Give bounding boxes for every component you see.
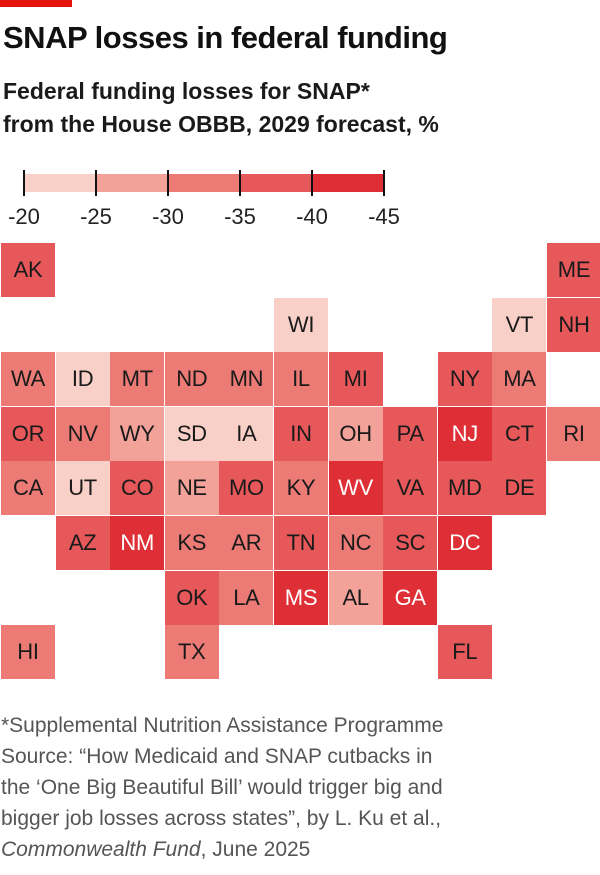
legend-swatch-2	[169, 174, 239, 192]
state-tile-il: IL	[274, 352, 328, 407]
source-line-4: Commonwealth Fund, June 2025	[1, 834, 443, 865]
state-tile-wv: WV	[328, 461, 383, 516]
state-tile-la: LA	[219, 570, 274, 625]
state-tile-ga: GA	[383, 570, 438, 625]
footer-notes: *Supplemental Nutrition Assistance Progr…	[1, 710, 443, 865]
subtitle-line-1: Federal funding losses for SNAP*	[3, 78, 370, 104]
state-tile-nc: NC	[328, 516, 383, 570]
state-tile-me: ME	[547, 243, 600, 297]
state-tile-oh: OH	[328, 406, 383, 461]
state-tile-in: IN	[274, 406, 328, 461]
state-tile-ms: MS	[274, 570, 328, 625]
state-tile-al: AL	[328, 570, 383, 625]
state-tile-ok: OK	[164, 570, 219, 625]
state-tile-sd: SD	[164, 406, 219, 461]
state-tile-wi: WI	[274, 297, 328, 352]
state-tile-ct: CT	[492, 406, 547, 461]
source-line-3: bigger job losses across states”, by L. …	[1, 807, 442, 830]
source-line-2: the ‘One Big Beautiful Bill’ would trigg…	[1, 776, 443, 799]
state-tile-ny: NY	[437, 352, 492, 407]
state-tile-tn: TN	[274, 516, 328, 570]
legend-tick-label: -45	[368, 204, 400, 229]
legend-tick-mark	[311, 170, 313, 196]
source-publication: Commonwealth Fund	[1, 838, 201, 861]
legend-swatch-1	[97, 174, 167, 192]
state-tile-nm: NM	[110, 516, 165, 570]
state-tile-ky: KY	[274, 461, 328, 516]
state-tile-wa: WA	[1, 352, 55, 407]
state-tile-mt: MT	[110, 352, 165, 407]
legend-tick-mark	[239, 170, 241, 196]
state-tile-az: AZ	[55, 516, 110, 570]
state-tile-tx: TX	[164, 625, 219, 680]
state-tile-mo: MO	[219, 461, 274, 516]
state-tile-fl: FL	[437, 625, 492, 680]
state-tile-hi: HI	[1, 625, 55, 680]
subtitle-line-2: from the House OBBB, 2029 forecast, %	[3, 111, 439, 137]
state-tile-nj: NJ	[437, 406, 492, 461]
legend-swatch-4	[313, 174, 383, 192]
state-tile-co: CO	[110, 461, 165, 516]
state-tile-mi: MI	[328, 352, 383, 407]
state-tile-ut: UT	[55, 461, 110, 516]
legend-tick-label: -35	[224, 204, 256, 229]
legend-tick-label: -25	[80, 204, 112, 229]
chart-subtitle: Federal funding losses for SNAP* from th…	[3, 75, 439, 141]
brand-accent-bar	[0, 0, 72, 7]
legend-tick-mark	[95, 170, 97, 196]
state-tile-ne: NE	[164, 461, 219, 516]
legend-tick-label: -40	[296, 204, 328, 229]
state-tile-id: ID	[55, 352, 110, 407]
state-tile-va: VA	[383, 461, 438, 516]
legend-tick-label: -30	[152, 204, 184, 229]
state-tile-mn: MN	[219, 352, 274, 407]
state-tile-ar: AR	[219, 516, 274, 570]
state-tile-ks: KS	[164, 516, 219, 570]
state-tile-nd: ND	[164, 352, 219, 407]
legend-tick-mark	[167, 170, 169, 196]
state-tile-vt: VT	[492, 297, 547, 352]
chart-title: SNAP losses in federal funding	[3, 20, 448, 55]
state-tile-nh: NH	[547, 297, 600, 352]
state-tile-ak: AK	[1, 243, 55, 297]
state-tile-ia: IA	[219, 406, 274, 461]
state-tile-wy: WY	[110, 406, 165, 461]
legend-tick-label: -20	[8, 204, 40, 229]
state-tile-ri: RI	[547, 406, 600, 461]
state-tile-or: OR	[1, 406, 55, 461]
state-tile-pa: PA	[383, 406, 438, 461]
state-tile-nv: NV	[55, 406, 110, 461]
state-tile-de: DE	[492, 461, 547, 516]
color-legend: -20 -25 -30 -35 -40 -45	[8, 170, 400, 230]
state-tile-sc: SC	[383, 516, 438, 570]
footnote: *Supplemental Nutrition Assistance Progr…	[1, 714, 444, 737]
state-tile-md: MD	[437, 461, 492, 516]
legend-tick-mark	[383, 170, 385, 196]
state-tile-ca: CA	[1, 461, 55, 516]
legend-swatch-0	[25, 174, 95, 192]
source-date: , June 2025	[200, 838, 311, 861]
legend-tick-mark	[23, 170, 25, 196]
source-line-1: Source: “How Medicaid and SNAP cutbacks …	[1, 745, 433, 768]
state-tile-ma: MA	[492, 352, 547, 407]
state-tile-dc: DC	[437, 516, 492, 570]
legend-swatch-3	[241, 174, 311, 192]
